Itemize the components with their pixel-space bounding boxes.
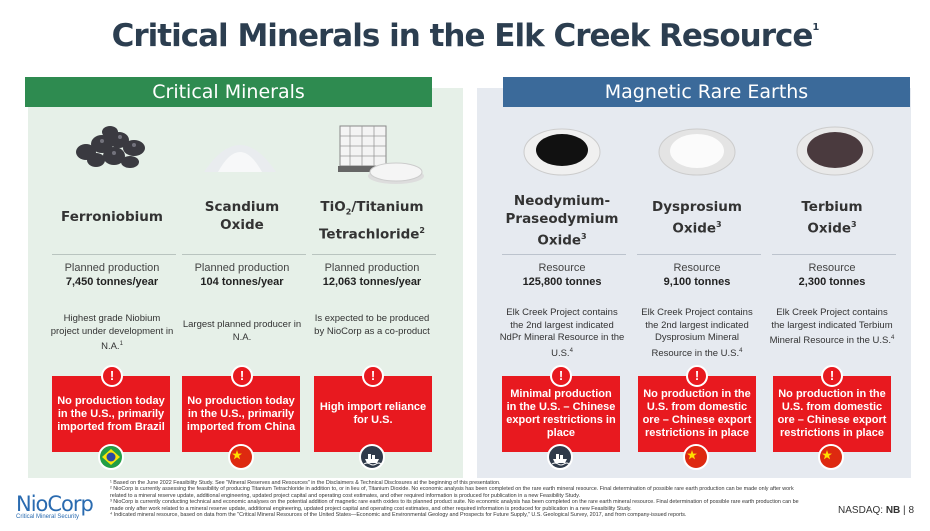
divider bbox=[312, 254, 436, 255]
alert-icon: ! bbox=[550, 365, 572, 387]
mineral-desc: Is expected to be produced by NioCorp as… bbox=[314, 313, 430, 337]
mineral-name-scandium-oxide: Scandium Oxide bbox=[204, 199, 280, 233]
alert-icon: ! bbox=[231, 365, 253, 387]
mineral-name-titanium-tetrachloride: TiO2/Titanium Tetrachloride2 bbox=[319, 199, 425, 243]
prod-label: Planned production bbox=[194, 262, 290, 274]
prod-value: 9,100 tonnes bbox=[663, 276, 731, 288]
mineral-desc: Highest grade Niobium project under deve… bbox=[50, 313, 174, 353]
china-flag-icon bbox=[683, 444, 709, 470]
ship-icon bbox=[359, 444, 385, 470]
alert-icon: ! bbox=[362, 365, 384, 387]
page-title: Critical Minerals in the Elk Creek Resou… bbox=[111, 18, 820, 54]
scandium-oxide-image bbox=[204, 145, 276, 172]
ferroniobium-image bbox=[76, 126, 145, 168]
mineral-name-ferroniobium: Ferroniobium bbox=[61, 209, 163, 225]
mineral-name-terbium-oxide: Terbium Oxide3 bbox=[801, 199, 863, 237]
terbium-oxide-image bbox=[796, 126, 874, 176]
prod-value: 2,300 tonnes bbox=[798, 276, 866, 288]
mineral-name-ndpr-oxide: Neodymium- Praseodymium Oxide3 bbox=[505, 193, 619, 249]
alert-icon: ! bbox=[686, 365, 708, 387]
prod-label: Planned production bbox=[324, 262, 420, 274]
dysprosium-oxide-image bbox=[658, 128, 736, 176]
divider bbox=[502, 254, 626, 255]
divider bbox=[772, 254, 896, 255]
mineral-desc: Largest planned producer in N.A. bbox=[182, 319, 302, 343]
alert-box: Minimal production in the U.S. – Chinese… bbox=[502, 376, 620, 452]
alert-box: No production in the U.S. from domestic … bbox=[773, 376, 891, 452]
logo-name: NioCorp bbox=[16, 492, 94, 516]
mineral-name-dysprosium-oxide: Dysprosium Oxide3 bbox=[652, 199, 742, 237]
mineral-desc: Elk Creek Project contains the 2nd large… bbox=[641, 307, 753, 359]
titanium-tote-image bbox=[338, 125, 424, 184]
niocorp-logo: NioCorp Critical Mineral Security bbox=[16, 492, 94, 520]
prod-label: Resource bbox=[538, 262, 586, 274]
brazil-flag-icon bbox=[98, 444, 124, 470]
critical-minerals-header: Critical Minerals bbox=[25, 77, 432, 107]
divider bbox=[52, 254, 176, 255]
alert-icon: ! bbox=[101, 365, 123, 387]
mineral-desc: Elk Creek Project contains the largest i… bbox=[769, 307, 895, 347]
magnetic-rare-earths-header: Magnetic Rare Earths bbox=[503, 77, 910, 107]
alert-box: No production in the U.S. from domestic … bbox=[638, 376, 756, 452]
prod-label: Resource bbox=[808, 262, 856, 274]
logo-tagline: Critical Mineral Security bbox=[16, 514, 80, 520]
mineral-desc: Elk Creek Project contains the 2nd large… bbox=[499, 307, 625, 359]
alert-icon: ! bbox=[821, 365, 843, 387]
alert-box: High import reliance for U.S. bbox=[314, 376, 432, 452]
ndpr-oxide-image bbox=[523, 128, 601, 176]
prod-label: Resource bbox=[673, 262, 721, 274]
divider bbox=[637, 254, 761, 255]
china-flag-icon bbox=[228, 444, 254, 470]
footnotes: ¹ Based on the June 2022 Feasibility Stu… bbox=[110, 480, 799, 519]
divider bbox=[182, 254, 306, 255]
ship-icon bbox=[547, 444, 573, 470]
alert-box: No production today in the U.S., primari… bbox=[52, 376, 170, 452]
prod-label: Planned production bbox=[64, 262, 160, 274]
page-number: 8 bbox=[908, 505, 914, 516]
prod-value: 104 tonnes/year bbox=[200, 276, 284, 288]
ticker-footer: NASDAQ: NB | 8 bbox=[838, 505, 914, 516]
alert-box: No production today in the U.S., primari… bbox=[182, 376, 300, 452]
prod-value: 125,800 tonnes bbox=[522, 276, 602, 288]
prod-value: 12,063 tonnes/year bbox=[322, 276, 422, 288]
china-flag-icon bbox=[818, 444, 844, 470]
prod-value: 7,450 tonnes/year bbox=[65, 276, 159, 288]
